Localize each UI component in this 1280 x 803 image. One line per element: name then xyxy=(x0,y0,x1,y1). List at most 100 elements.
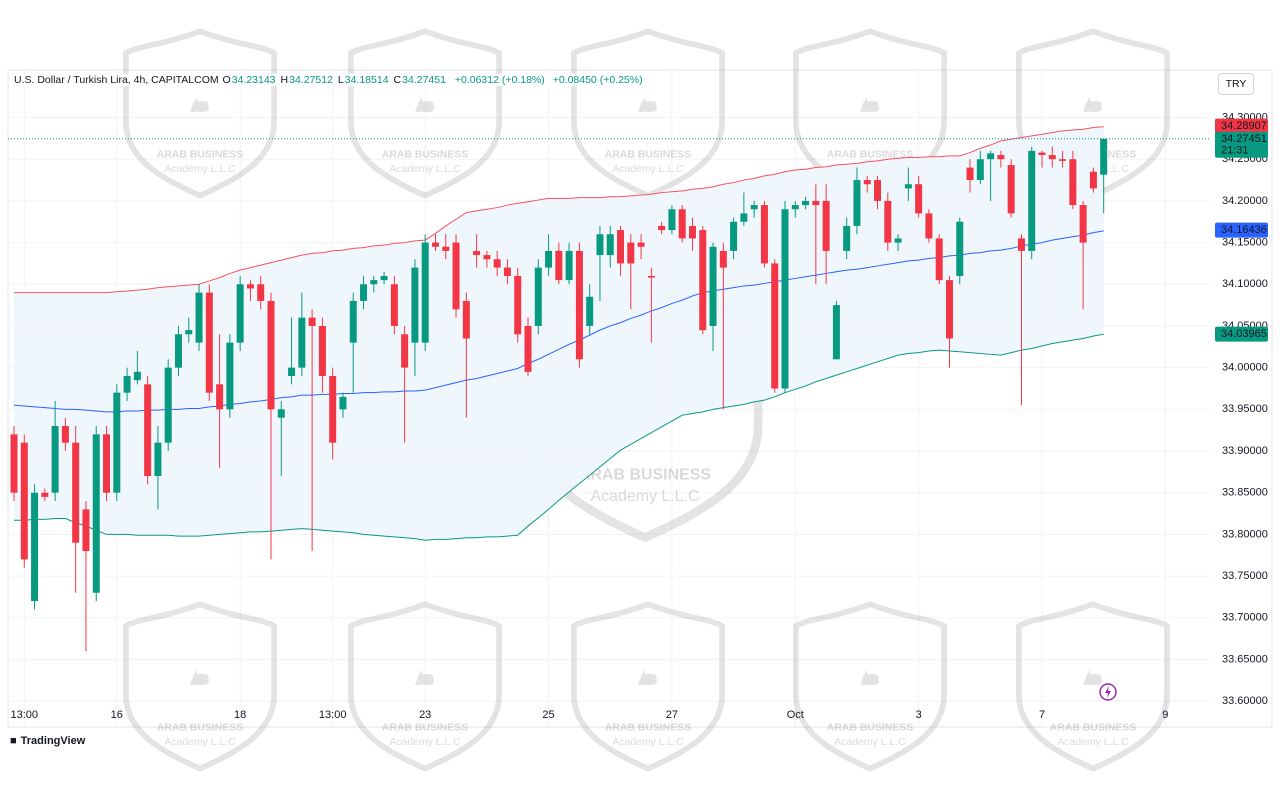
candle-body xyxy=(832,305,840,360)
watermark-sub: Academy L.L.C xyxy=(164,164,236,175)
ohlc-label: L xyxy=(337,74,344,86)
candle-body xyxy=(853,180,861,226)
x-tick-label: 13:00 xyxy=(319,709,347,721)
change: +0.06312 (+0.18%) xyxy=(454,74,545,86)
candle-body xyxy=(380,275,388,281)
candle-body xyxy=(637,242,645,247)
watermark: AB ARAB BUSINESS Academy L.L.C xyxy=(348,601,502,772)
watermark-logo: AB xyxy=(862,102,878,113)
candle-body xyxy=(1089,171,1097,189)
candle-body xyxy=(987,153,995,160)
watermark-name: ARAB BUSINESS xyxy=(605,723,691,734)
watermark-logo: AB xyxy=(862,675,878,686)
candle-body xyxy=(617,230,625,264)
watermark: AB ARAB BUSINESS Academy L.L.C xyxy=(793,601,947,772)
ohlc-value: 34.23143 xyxy=(231,74,276,86)
x-tick-label: Oct xyxy=(787,709,804,721)
candle-body xyxy=(678,209,686,239)
watermark-shield xyxy=(793,601,947,772)
watermark-name: ARAB BUSINESS xyxy=(827,150,913,161)
watermark-name: ARAB BUSINESS xyxy=(382,150,468,161)
candle-body xyxy=(349,300,357,343)
price-tag-label: 34.03965 xyxy=(1221,328,1267,340)
watermark-shield xyxy=(123,601,277,772)
ohlc-value: 34.18514 xyxy=(344,74,389,86)
candle-body xyxy=(401,334,409,368)
price-tag xyxy=(1215,326,1268,342)
candle-body xyxy=(668,209,676,231)
watermark-name: ARAB BUSINESS xyxy=(827,723,913,734)
symbol-header: U.S. Dollar / Turkish Lira, 4h, CAPITALC… xyxy=(14,74,648,86)
candle-body xyxy=(904,184,912,189)
price-axis-bg xyxy=(1211,100,1212,101)
candle-body xyxy=(534,267,542,326)
candle-body xyxy=(1017,238,1025,251)
candle-body xyxy=(339,396,347,410)
candle-body xyxy=(493,259,501,268)
watermark: AB ARAB BUSINESS Academy L.L.C xyxy=(571,601,725,772)
candle-body xyxy=(452,242,460,310)
candle-body xyxy=(61,426,69,443)
y-tick-label: 33.70000 xyxy=(1222,612,1268,624)
candle-body xyxy=(791,205,799,210)
currency-button[interactable]: TRY xyxy=(1218,73,1254,95)
price-tag xyxy=(1215,118,1268,134)
candle-body xyxy=(288,367,296,376)
x-tick-label: 16 xyxy=(111,709,123,721)
watermark-sub: Academy L.L.C xyxy=(834,737,906,748)
candle-body xyxy=(781,209,789,389)
x-tick-label: 25 xyxy=(542,709,554,721)
ohlc-label: H xyxy=(280,74,289,86)
watermark-shield xyxy=(348,28,502,199)
candle-body xyxy=(688,225,696,239)
candle-body xyxy=(802,200,810,206)
candle-body xyxy=(1079,205,1087,243)
candle-body xyxy=(1069,159,1077,206)
candle-body xyxy=(473,250,481,256)
watermark-logo: AB xyxy=(417,102,433,113)
candle-body xyxy=(966,167,974,181)
candle-body xyxy=(421,242,429,343)
y-tick-label: 33.60000 xyxy=(1222,695,1268,707)
watermark-name: ARAB BUSINESS xyxy=(382,723,468,734)
candle-body xyxy=(20,442,28,560)
x-tick-label: 13:00 xyxy=(11,709,39,721)
candle-body xyxy=(370,280,378,285)
candle-body xyxy=(185,330,193,335)
candle-body xyxy=(360,284,368,301)
price-tag-label: 34.28907 xyxy=(1221,120,1267,132)
band-line xyxy=(14,333,1104,541)
watermark-name: ARAB BUSINESS xyxy=(157,150,243,161)
y-tick-label: 33.80000 xyxy=(1222,528,1268,540)
candle-body xyxy=(545,250,553,268)
watermark-shield xyxy=(123,28,277,199)
watermark-shield xyxy=(348,601,502,772)
ohlc-value: 34.27451 xyxy=(402,74,446,86)
watermark: AB ARAB BUSINESS Academy L.L.C xyxy=(123,28,277,199)
watermark: AB ARAB BUSINESS Academy L.L.C xyxy=(1016,601,1170,772)
watermark-sub: Academy L.L.C xyxy=(389,164,461,175)
price-tag-countdown: 21:31 xyxy=(1221,145,1249,157)
brand-name: TradingView xyxy=(20,735,86,747)
candle-body xyxy=(411,267,419,343)
x-tick-label: 3 xyxy=(916,709,922,721)
candle-body xyxy=(935,238,943,281)
band-line xyxy=(13,230,1104,413)
watermark-name: ARAB BUSINESS xyxy=(579,466,711,483)
ohlc-label: C xyxy=(393,74,402,86)
candle-body xyxy=(1059,159,1067,161)
candle-body xyxy=(730,221,738,251)
candle-body xyxy=(771,263,779,389)
candle-body xyxy=(82,509,90,552)
watermark: AB ARAB BUSINESS Academy L.L.C xyxy=(571,28,725,199)
candle-body xyxy=(103,434,111,493)
y-tick-label: 33.85000 xyxy=(1222,487,1268,499)
plot-frame xyxy=(7,69,1273,728)
candle-body xyxy=(812,200,820,206)
candle-body xyxy=(318,325,326,376)
ohlc-label: O xyxy=(222,74,231,86)
candle-body xyxy=(596,234,604,256)
x-tick-label: 23 xyxy=(419,709,431,721)
candle-body xyxy=(555,250,563,281)
candle-body xyxy=(164,367,172,443)
